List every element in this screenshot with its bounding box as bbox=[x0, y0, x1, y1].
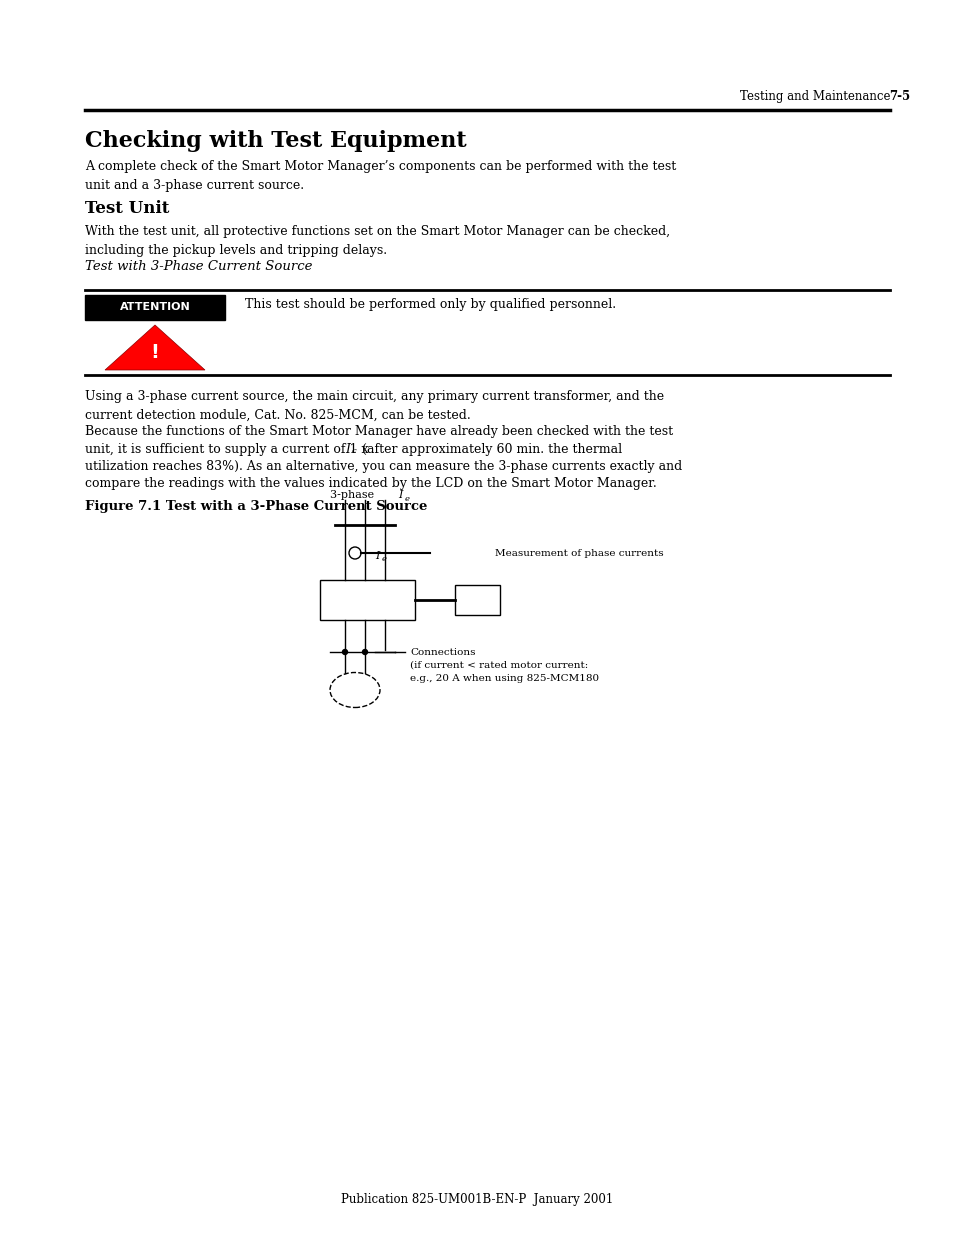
Text: Test Unit: Test Unit bbox=[85, 200, 170, 217]
Text: With the test unit, all protective functions set on the Smart Motor Manager can : With the test unit, all protective funct… bbox=[85, 225, 669, 257]
Text: compare the readings with the values indicated by the LCD on the Smart Motor Man: compare the readings with the values ind… bbox=[85, 477, 656, 490]
Text: Using a 3-phase current source, the main circuit, any primary current transforme: Using a 3-phase current source, the main… bbox=[85, 390, 663, 422]
Text: 7-5: 7-5 bbox=[888, 90, 909, 103]
Text: Connections: Connections bbox=[410, 648, 475, 657]
Text: Because the functions of the Smart Motor Manager have already been checked with : Because the functions of the Smart Motor… bbox=[85, 425, 673, 438]
Text: Testing and Maintenance: Testing and Maintenance bbox=[739, 90, 889, 103]
Text: Measurement of phase currents: Measurement of phase currents bbox=[495, 548, 663, 557]
FancyBboxPatch shape bbox=[85, 295, 225, 320]
Text: I: I bbox=[397, 490, 402, 500]
Text: Test with 3-Phase Current Source: Test with 3-Phase Current Source bbox=[85, 261, 313, 273]
Text: 3-phase: 3-phase bbox=[330, 490, 377, 500]
Text: (after approximately 60 min. the thermal: (after approximately 60 min. the thermal bbox=[357, 443, 621, 456]
Text: c: c bbox=[352, 447, 356, 454]
Text: I: I bbox=[345, 443, 350, 456]
Text: e.g., 20 A when using 825-MCM180: e.g., 20 A when using 825-MCM180 bbox=[410, 674, 598, 683]
Text: Publication 825-UM001B-EN-P  January 2001: Publication 825-UM001B-EN-P January 2001 bbox=[340, 1193, 613, 1207]
Text: e: e bbox=[381, 555, 387, 563]
Circle shape bbox=[362, 650, 367, 655]
Circle shape bbox=[342, 650, 347, 655]
Text: unit, it is sufficient to supply a current of 1 x: unit, it is sufficient to supply a curre… bbox=[85, 443, 372, 456]
Text: I: I bbox=[375, 551, 379, 561]
FancyBboxPatch shape bbox=[455, 585, 499, 615]
Text: This test should be performed only by qualified personnel.: This test should be performed only by qu… bbox=[245, 299, 616, 311]
Text: Checking with Test Equipment: Checking with Test Equipment bbox=[85, 130, 466, 152]
Text: (if current < rated motor current:: (if current < rated motor current: bbox=[410, 661, 588, 671]
Text: ATTENTION: ATTENTION bbox=[119, 303, 191, 312]
FancyBboxPatch shape bbox=[319, 580, 415, 620]
Polygon shape bbox=[105, 325, 205, 370]
Text: A complete check of the Smart Motor Manager’s components can be performed with t: A complete check of the Smart Motor Mana… bbox=[85, 161, 676, 191]
Text: !: ! bbox=[151, 343, 159, 362]
Text: utilization reaches 83%). As an alternative, you can measure the 3-phase current: utilization reaches 83%). As an alternat… bbox=[85, 459, 681, 473]
Text: Figure 7.1 Test with a 3-Phase Current Source: Figure 7.1 Test with a 3-Phase Current S… bbox=[85, 500, 427, 513]
Text: e: e bbox=[405, 495, 410, 503]
